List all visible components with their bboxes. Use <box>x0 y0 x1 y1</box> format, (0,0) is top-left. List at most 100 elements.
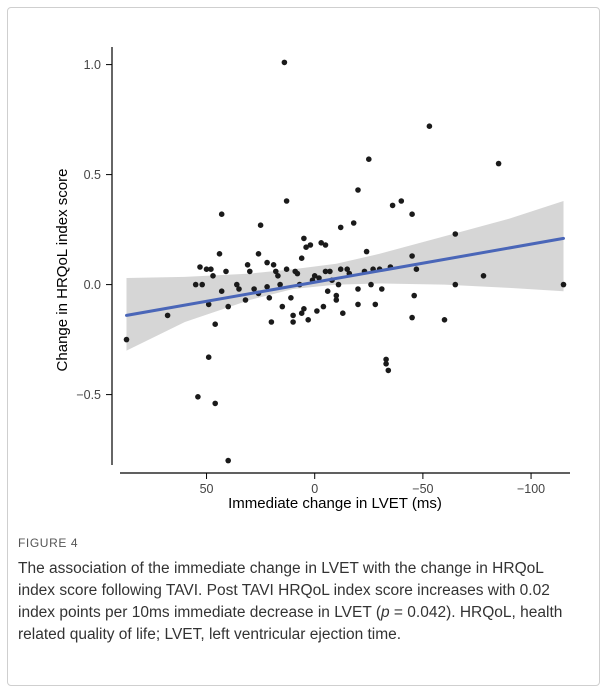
data-point <box>314 308 320 314</box>
data-point <box>303 244 309 250</box>
caption-text-pre: The association of the immediate change … <box>18 560 550 621</box>
scatter-plot: −0.5 0.0 0.5 1.0 50 0 −50 −100 Immediate change… <box>54 47 570 512</box>
data-point <box>192 281 199 288</box>
data-point <box>242 297 249 303</box>
data-point <box>389 202 396 209</box>
data-point <box>355 187 361 193</box>
data-point <box>270 262 277 268</box>
y-tick-label: 1.0 <box>84 58 101 72</box>
data-point <box>264 259 270 266</box>
y-tick-label: −0.5 <box>76 388 101 402</box>
axes-layer: −0.5 0.0 0.5 1.0 50 0 −50 −100 <box>76 47 570 496</box>
x-tick-label: −50 <box>412 482 433 496</box>
data-point <box>322 268 329 275</box>
data-point <box>337 266 344 273</box>
x-tick-label: −100 <box>517 482 545 496</box>
data-point <box>307 242 314 248</box>
data-point <box>225 457 231 464</box>
data-point <box>123 336 130 343</box>
data-point <box>301 306 307 312</box>
data-point <box>363 248 370 255</box>
data-point <box>318 240 325 246</box>
data-point <box>223 268 229 275</box>
data-point <box>212 321 218 328</box>
x-axis-title: Immediate change in LVET (ms) <box>228 495 442 512</box>
data-point <box>383 361 389 367</box>
data-point <box>283 198 290 204</box>
data-point <box>452 281 459 288</box>
data-point <box>441 317 448 323</box>
data-point <box>368 281 374 288</box>
data-point <box>199 281 205 288</box>
data-point <box>210 273 216 279</box>
data-point <box>266 295 273 301</box>
data-point <box>301 235 307 242</box>
data-point <box>383 356 389 363</box>
figure-caption: FIGURE 4 The association of the immediat… <box>18 536 578 646</box>
data-point <box>398 198 405 204</box>
data-point <box>426 123 433 129</box>
data-point <box>298 255 305 261</box>
data-point <box>281 59 288 66</box>
data-point <box>409 253 415 259</box>
data-point <box>277 281 283 288</box>
x-tick-label: 0 <box>311 482 318 496</box>
data-point <box>290 312 296 319</box>
data-point <box>298 310 305 317</box>
data-point <box>480 273 487 279</box>
data-point <box>322 242 329 248</box>
regression-line <box>124 236 566 317</box>
data-point <box>366 156 372 162</box>
data-point <box>324 288 331 295</box>
data-point <box>197 264 203 270</box>
data-point <box>247 268 253 275</box>
data-point <box>411 292 418 299</box>
data-point <box>305 317 312 323</box>
data-point <box>279 303 286 310</box>
data-point <box>275 273 281 279</box>
data-point <box>320 303 327 310</box>
data-point <box>283 266 290 273</box>
data-point <box>413 266 420 273</box>
data-point <box>292 268 299 275</box>
data-point <box>225 303 231 310</box>
data-point <box>316 275 322 281</box>
data-point <box>350 220 357 226</box>
data-point <box>495 160 502 167</box>
data-point <box>452 231 459 237</box>
data-point <box>344 266 351 273</box>
data-point <box>251 286 257 292</box>
data-point <box>337 224 344 231</box>
data-point <box>264 284 270 290</box>
data-point <box>164 312 171 319</box>
data-point <box>340 310 346 317</box>
caption-text-post: = 0.042). HRQoL, health related quality … <box>18 604 563 643</box>
data-point <box>311 273 318 279</box>
data-point <box>355 301 361 308</box>
data-point <box>385 367 392 374</box>
data-point <box>203 266 210 273</box>
data-point <box>218 288 225 295</box>
y-axis-title: Change in HRQoL index score <box>54 169 71 372</box>
data-point <box>255 251 262 257</box>
data-point <box>236 286 242 292</box>
data-point <box>195 394 201 400</box>
data-point <box>379 286 385 292</box>
regression-line-layer <box>124 236 566 317</box>
figure-label: FIGURE 4 <box>18 536 79 550</box>
data-point <box>290 319 296 325</box>
data-point <box>333 292 340 299</box>
caption-p-symbol: p <box>381 604 390 621</box>
data-point <box>273 268 279 275</box>
data-point <box>355 286 361 292</box>
figure-frame <box>7 7 600 686</box>
data-point <box>257 222 264 228</box>
data-point <box>208 266 214 273</box>
data-point <box>372 301 379 308</box>
x-tick-label: 50 <box>200 482 214 496</box>
data-point <box>335 281 342 288</box>
data-point <box>409 314 415 321</box>
data-point <box>244 262 251 268</box>
data-point <box>216 251 223 257</box>
data-point <box>218 211 225 217</box>
